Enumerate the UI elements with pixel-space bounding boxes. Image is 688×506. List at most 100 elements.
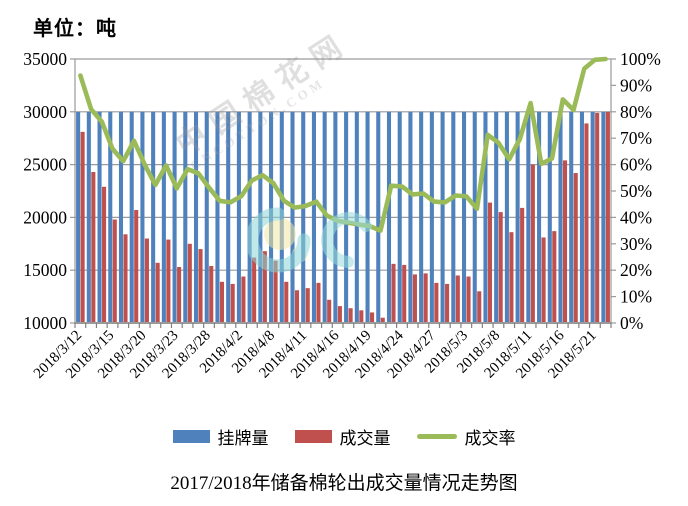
listed-volume-bar [579, 111, 584, 322]
listed-volume-bar [419, 111, 424, 322]
traded-volume-bar [402, 264, 407, 322]
listed-volume-bar [397, 111, 402, 322]
listed-volume-bar [547, 111, 552, 322]
traded-volume-bar [241, 276, 246, 322]
listed-volume-bar [344, 111, 349, 322]
listed-volume-bar [590, 111, 595, 322]
traded-volume-bar [177, 267, 182, 322]
right-axis-label: 0% [620, 313, 643, 333]
legend-item-rate: 成交率 [416, 424, 516, 449]
listed-volume-bar [429, 111, 434, 322]
listed-volume-bar [311, 111, 316, 322]
traded-volume-bar [198, 249, 203, 322]
listed-volume-bar [301, 111, 306, 322]
right-axis-label: 100% [620, 49, 661, 69]
traded-volume-bar [155, 262, 160, 322]
traded-volume-bar [455, 275, 460, 322]
traded-volume-bar [605, 111, 610, 322]
traded-volume-bar [498, 212, 503, 322]
listed-volume-bar [601, 111, 606, 322]
right-axis-label: 60% [620, 155, 652, 175]
traded-volume-bar [412, 274, 417, 322]
traded-volume-bar [391, 263, 396, 322]
traded-volume-bar [219, 281, 225, 322]
listed-volume-bar [226, 111, 231, 322]
traded-volume-bar [252, 257, 257, 322]
traded-volume-bar [595, 112, 600, 322]
traded-volume-bar [359, 310, 364, 322]
right-axis-label: 70% [620, 128, 652, 148]
trade-rate-line-swatch [416, 434, 457, 439]
traded-volume-bar [434, 282, 439, 322]
listed-volume-bar [386, 111, 392, 322]
listed-volume-bar [461, 111, 467, 322]
traded-volume-bar [423, 273, 428, 322]
traded-volume-bar [327, 299, 332, 322]
left-axis-label: 25000 [23, 155, 67, 175]
left-axis-label: 20000 [23, 207, 67, 227]
traded-volume-bar [262, 251, 267, 322]
traded-volume-bar [477, 291, 482, 322]
listed-volume-bar [504, 111, 509, 322]
traded-volume-bar [91, 171, 96, 322]
listed-volume-bar [558, 111, 563, 322]
right-axis-label: 90% [620, 75, 652, 95]
traded-volume-bar [445, 283, 450, 322]
listed-volume-bar [247, 111, 252, 322]
traded-volume-bar [370, 312, 375, 322]
traded-volume-bar [337, 306, 342, 322]
traded-volume-bar [284, 281, 289, 322]
traded-volume-bar [380, 317, 385, 322]
traded-volume-bar [230, 283, 235, 322]
traded-volume-bar [584, 123, 589, 322]
listed-volume-bar [515, 111, 520, 322]
left-axis-label: 35000 [23, 49, 67, 69]
listed-volume-bar [118, 111, 124, 322]
traded-volume-bar [466, 276, 471, 322]
traded-volume-bar [552, 231, 557, 322]
listed-volume-bar [258, 111, 263, 322]
listed-volume-bar [183, 111, 188, 322]
listed-volume-bar [97, 111, 102, 322]
left-axis-label: 10000 [23, 313, 67, 333]
right-axis-label: 30% [620, 234, 652, 254]
listed-volume-bar [161, 111, 166, 322]
traded-volume-bar [123, 234, 128, 322]
right-axis-label: 10% [620, 287, 652, 307]
listed-volume-bar [440, 111, 445, 322]
traded-volume-bar [144, 238, 149, 322]
left-axis-label: 15000 [23, 260, 67, 280]
legend-item-listed: 挂牌量 [172, 424, 269, 449]
left-axis-label: 30000 [23, 102, 67, 122]
traded-volume-bar [541, 237, 546, 322]
listed-volume-bar [76, 111, 81, 322]
traded-volume-bar [530, 164, 535, 322]
traded-volume-bar [305, 288, 310, 322]
listed-volume-bar [140, 111, 145, 322]
traded-volume-bar [166, 239, 171, 322]
traded-volume-bar [209, 265, 214, 322]
listed-volume-bar [494, 111, 499, 322]
chart-legend: 挂牌量 成交量 成交率 [0, 424, 688, 449]
listed-volume-bar [236, 111, 241, 322]
traded-volume-bar [348, 308, 353, 322]
listed-volume-bar [376, 111, 381, 322]
listed-volume-bar [269, 111, 274, 322]
listed-volume-bar [204, 111, 209, 322]
listed-volume-bar [290, 111, 295, 322]
listed-volume-bar [279, 111, 284, 322]
traded-volume-bar [294, 290, 300, 322]
right-axis-label: 50% [620, 181, 652, 201]
listed-volume-swatch [172, 430, 210, 443]
chart-title: 2017/2018年储备棉轮出成交量情况走势图 [170, 473, 518, 494]
traded-volume-bar [573, 173, 578, 322]
right-axis-label: 20% [620, 260, 652, 280]
traded-volume-bar [487, 202, 493, 322]
listed-volume-bar [569, 111, 574, 322]
legend-label-listed: 挂牌量 [217, 429, 269, 448]
legend-item-traded: 成交量 [294, 424, 391, 449]
traded-volume-bar [112, 219, 117, 322]
right-axis-label: 40% [620, 207, 652, 227]
listed-volume-bar [472, 111, 477, 322]
